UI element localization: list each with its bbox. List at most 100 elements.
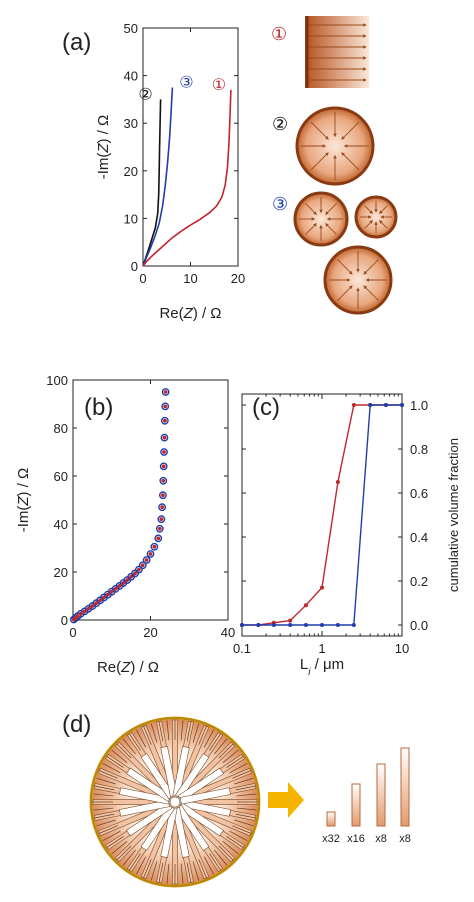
panel-b-tag: (b) bbox=[84, 394, 113, 421]
medium-sphere-arrow bbox=[305, 223, 317, 235]
disk-inner-spoke bbox=[126, 767, 173, 802]
chart-c-point bbox=[351, 403, 356, 407]
chart-c-point bbox=[240, 623, 244, 627]
chart-b-point-red bbox=[157, 526, 162, 531]
disk-outer-line bbox=[96, 777, 116, 785]
chart-b-point-blue bbox=[161, 388, 170, 396]
chart-b-xtick-label: 20 bbox=[143, 625, 157, 640]
chart-b-point-red bbox=[129, 574, 134, 579]
disk-outer-line bbox=[218, 845, 234, 861]
panel-c: (c) 0.1 1 100.0 0.2 0.4 0.6 0.8 1.0 Li / μm cumul… bbox=[233, 393, 461, 678]
chart-a-xlabel-part: Z bbox=[183, 305, 194, 322]
disk-outer-line bbox=[229, 830, 248, 841]
disk-inner-spoke bbox=[177, 767, 224, 802]
electrode-disk bbox=[89, 716, 261, 888]
chart-b-point-blue bbox=[155, 524, 164, 533]
chart-b-point-red bbox=[162, 450, 166, 454]
chart-c-point bbox=[383, 403, 388, 407]
chart-a-series-marker: ① bbox=[212, 77, 226, 94]
chart-b-point-red bbox=[161, 493, 165, 498]
disk-outer-line bbox=[218, 743, 234, 759]
chart-b-point-blue bbox=[158, 503, 167, 512]
disk-outer-line bbox=[232, 825, 251, 834]
disk-center bbox=[169, 796, 181, 808]
chart-b-point-red bbox=[121, 581, 126, 585]
disk-outer-line bbox=[229, 763, 248, 774]
disk-outer-line bbox=[99, 770, 118, 779]
disk-inner-spoke bbox=[140, 804, 175, 851]
disk-outer-line bbox=[186, 862, 192, 883]
chart-b-point-red bbox=[152, 544, 157, 549]
chart-b-point-blue bbox=[134, 565, 143, 574]
schematic-marker-three: ③ bbox=[272, 194, 288, 214]
disk-inner-spoke bbox=[119, 787, 171, 805]
chart-c-xtick-label: 0.1 bbox=[233, 641, 251, 656]
disk-outer-line bbox=[198, 726, 207, 745]
chart-c-xtick-label: 10 bbox=[395, 641, 409, 656]
chart-a-ylabel-part: -Im( bbox=[95, 153, 112, 180]
chart-a-ylabel: -Im(Z) / Ω bbox=[95, 115, 112, 180]
chart-b-ylabel: -Im(Z) / Ω bbox=[15, 468, 32, 533]
chart-c-series-line bbox=[242, 404, 402, 626]
chart-a-xtick-label: 10 bbox=[183, 271, 197, 286]
disk-outer-line bbox=[186, 721, 192, 742]
disk-outer-line bbox=[203, 856, 214, 875]
chart-b-point-red bbox=[136, 567, 141, 572]
chart-a-ytick-label: 0 bbox=[131, 259, 138, 274]
chart-b-point-red bbox=[140, 563, 145, 568]
chart-b-point-red bbox=[159, 517, 164, 522]
chart-b-ytick-label: 20 bbox=[54, 565, 68, 580]
chart-b-xtick-label: 40 bbox=[221, 625, 235, 640]
schematic-marker-two: ② bbox=[272, 114, 288, 134]
chart-a-xlabel-part: Re( bbox=[159, 305, 183, 322]
disk-outer-line bbox=[116, 743, 132, 759]
disk-inner-spoke bbox=[177, 802, 224, 837]
multiplier-label-4: x8 bbox=[399, 833, 411, 845]
disk-inner-spoke bbox=[160, 806, 178, 858]
disk-outer-line bbox=[129, 853, 141, 871]
pore-bar-4 bbox=[400, 747, 410, 827]
disk-outer-line bbox=[96, 819, 116, 827]
disk-inner-spoke bbox=[175, 804, 210, 851]
chart-b-point-blue bbox=[161, 402, 170, 411]
disk-outer-line bbox=[236, 807, 257, 811]
sphere-arrow bbox=[341, 152, 360, 171]
disk-inner-spoke bbox=[160, 746, 178, 798]
slab-arrows bbox=[309, 23, 367, 82]
medium-sphere-arrow bbox=[305, 203, 317, 215]
chart-b-point-red bbox=[109, 589, 114, 594]
chart-a-series-line bbox=[142, 99, 162, 267]
chart-c-xtick-label: 1 bbox=[318, 641, 325, 656]
small-sphere-arrow bbox=[379, 220, 388, 229]
chart-b-ytick-label: 80 bbox=[54, 421, 68, 436]
disk-outer-line bbox=[235, 813, 256, 819]
chart-b-point-blue bbox=[76, 609, 85, 618]
chart-b-ylabel-part: Z bbox=[15, 496, 32, 507]
chart-b-point-blue bbox=[158, 491, 167, 500]
multiplier-label-2: x16 bbox=[347, 833, 365, 845]
big-sphere-arrow bbox=[337, 259, 353, 275]
disk-outer-line bbox=[222, 749, 239, 763]
disk-outer-line bbox=[198, 859, 207, 878]
chart-a-ytick-label: 40 bbox=[124, 69, 138, 84]
chart-c-series-line bbox=[242, 404, 402, 626]
chart-c-point bbox=[335, 480, 340, 484]
chart-c-ytick-label: 1.0 bbox=[410, 398, 428, 413]
pore-bar-3 bbox=[376, 763, 386, 827]
chart-c-ytick-label: 0.4 bbox=[410, 530, 428, 545]
disk-inner-spoke bbox=[140, 753, 175, 800]
disk-outer-line bbox=[234, 819, 254, 827]
chart-b-ytick-label: 40 bbox=[54, 517, 68, 532]
chart-c-point bbox=[320, 623, 324, 627]
chart-b-point-red bbox=[156, 536, 161, 541]
disk-outer-line bbox=[226, 756, 244, 768]
big-sphere-arrow bbox=[337, 285, 353, 301]
chart-b-point-red bbox=[163, 390, 168, 394]
chart-c-xlabel-part: L bbox=[300, 656, 308, 673]
disk-outer-line bbox=[235, 785, 256, 791]
disk-outer-line bbox=[150, 723, 158, 743]
chart-c-point bbox=[400, 403, 404, 407]
